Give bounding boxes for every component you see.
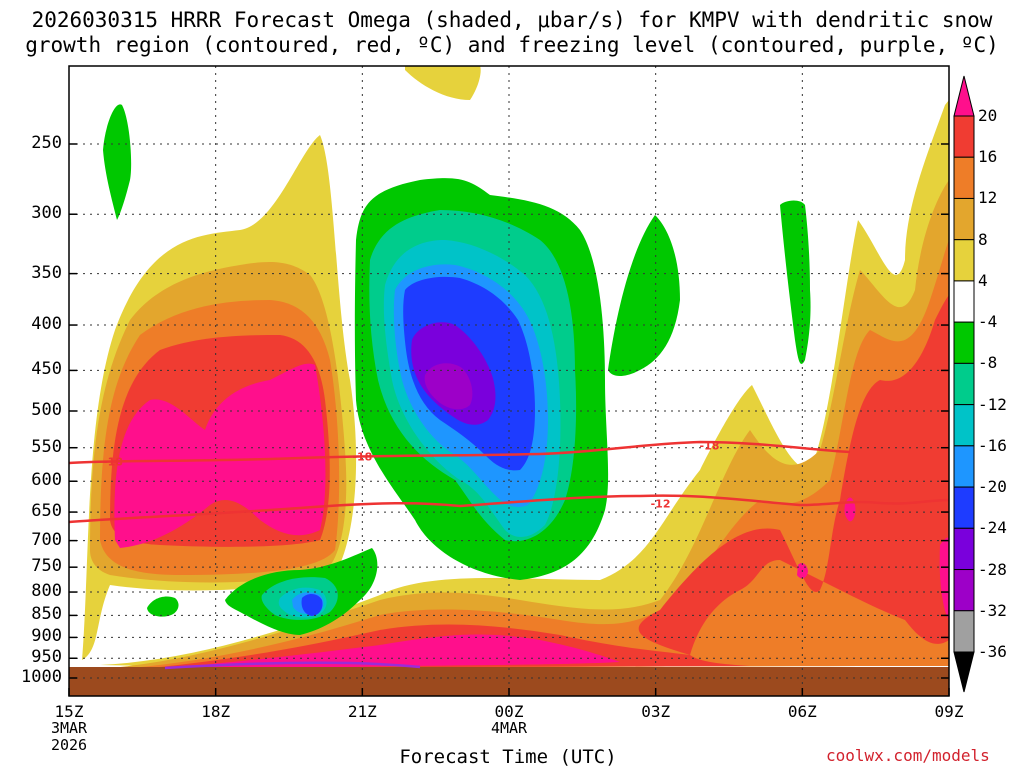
x-tick-label: 18Z <box>201 702 231 721</box>
grid <box>69 66 949 696</box>
y-tick-label: 400 <box>31 314 62 335</box>
y-tick-label: 800 <box>31 581 62 602</box>
colorbar-label: -20 <box>978 477 1007 497</box>
contour-label: -18 <box>700 440 720 453</box>
freezing-level-contour <box>164 661 421 670</box>
y-tick-label: 950 <box>31 647 62 668</box>
colorbar-label: -24 <box>978 518 1007 538</box>
contour-label: -18 <box>352 451 372 464</box>
colorbar-segment <box>953 486 975 529</box>
y-tick-label: 300 <box>31 203 62 224</box>
x-axis-title: Forecast Time (UTC) <box>399 746 617 768</box>
dgz-contour-minus-12 <box>69 494 949 524</box>
y-tick-label: 900 <box>31 626 62 647</box>
y-tick-label: 250 <box>31 133 62 153</box>
omega-region-16 <box>150 295 949 668</box>
dgz-contours <box>69 440 949 670</box>
colorbar-label: 8 <box>978 229 988 249</box>
colorbar-segment <box>953 362 975 406</box>
colorbar-segment <box>953 404 975 447</box>
x-tick-label: 03Z <box>641 702 671 721</box>
colorbar-label: -28 <box>978 559 1007 579</box>
x-tick-label: 09Z <box>934 702 964 721</box>
omega-region-minus-4 <box>147 596 179 617</box>
x-tick-label: 00Z <box>494 702 524 721</box>
y-tick-label: 550 <box>31 436 62 457</box>
y-tick-label: 650 <box>31 501 62 522</box>
x-tick-year: 2026 <box>50 736 88 754</box>
colorbar-label: -36 <box>978 642 1007 661</box>
colorbar-label: 4 <box>978 270 988 290</box>
axis-ticks <box>68 143 950 696</box>
omega-region-4 <box>405 66 481 100</box>
y-tick-label: 850 <box>31 604 62 625</box>
y-tick-label: 700 <box>31 529 62 550</box>
omega-region-20 <box>939 537 949 620</box>
colorbar <box>953 75 975 693</box>
colorbar-label: -16 <box>978 435 1007 455</box>
dgz-contour-minus-18 <box>69 440 851 465</box>
colorbar-label: -32 <box>978 600 1007 620</box>
colorbar-segment <box>953 115 975 158</box>
colorbar-segment <box>953 651 975 693</box>
omega-region-minus-4 <box>608 215 680 376</box>
colorbar-segment <box>953 610 975 653</box>
y-tick-label: 600 <box>31 470 62 491</box>
colorbar-label: -12 <box>978 394 1007 414</box>
colorbar-label: 12 <box>978 188 998 208</box>
colorbar-label: -4 <box>978 312 998 332</box>
x-tick-label: 06Z <box>787 702 817 721</box>
colorbar-segment <box>953 280 975 323</box>
y-tick-label: 750 <box>31 556 62 577</box>
y-tick-label: 450 <box>31 359 62 380</box>
colorbar-segment <box>953 527 975 571</box>
credit-link[interactable]: coolwx.com/models <box>826 746 990 765</box>
colorbar-segment <box>953 197 975 241</box>
colorbar-segment <box>953 75 975 117</box>
colorbar-segment <box>953 239 975 282</box>
omega-region-20 <box>165 634 620 669</box>
omega-region-minus-28 <box>424 363 473 410</box>
chart-title-line-1: 2026030315 HRRR Forecast Omega (shaded, … <box>31 8 993 32</box>
colorbar-segment <box>953 321 975 364</box>
omega-region-minus-4 <box>780 200 811 364</box>
chart-title-line-2: growth region (contoured, red, ºC) and f… <box>25 33 999 57</box>
colorbar-segment <box>953 569 975 612</box>
y-tick-label: 350 <box>31 262 62 283</box>
omega-shading <box>69 66 949 696</box>
y-tick-label: 500 <box>31 400 62 420</box>
omega-region-minus-4 <box>103 104 132 220</box>
contour-label: -18 <box>103 455 123 468</box>
colorbar-label: -8 <box>978 353 998 373</box>
x-tick-label: 15Z <box>54 702 84 721</box>
x-tick-date: 4MAR <box>490 719 528 737</box>
colorbar-segment <box>953 445 975 488</box>
colorbar-label: 20 <box>978 106 998 125</box>
x-tick-date: 3MAR <box>50 719 88 737</box>
y-tick-label: 1000 <box>21 667 62 687</box>
contour-label: -12 <box>651 498 671 511</box>
colorbar-segment <box>953 156 975 199</box>
colorbar-label: 16 <box>978 147 998 167</box>
x-tick-label: 21Z <box>347 702 377 721</box>
contour-labels: -18 -18 -18 -12 <box>103 440 719 511</box>
omega-region-20 <box>114 363 326 548</box>
omega-region-minus-20 <box>301 594 323 616</box>
